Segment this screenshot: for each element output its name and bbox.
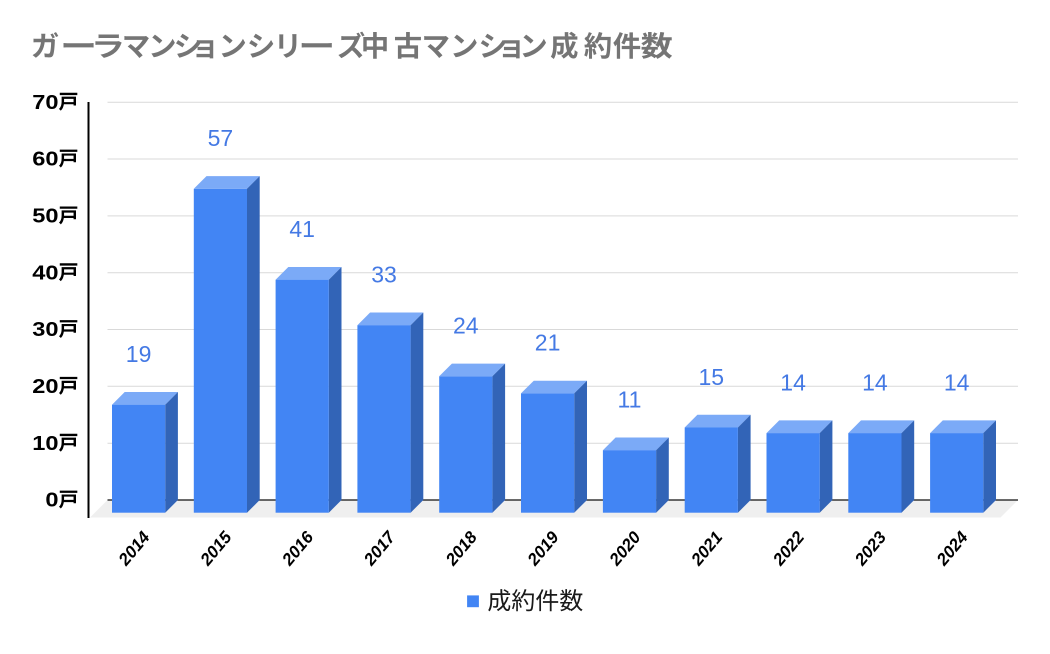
svg-text:21: 21 bbox=[535, 330, 561, 356]
svg-text:33: 33 bbox=[371, 262, 397, 288]
svg-text:0: 0 bbox=[45, 488, 58, 511]
svg-text:15: 15 bbox=[699, 364, 725, 390]
svg-text:14: 14 bbox=[944, 369, 970, 395]
svg-text:20: 20 bbox=[32, 375, 58, 398]
svg-text:70: 70 bbox=[32, 91, 58, 114]
svg-text:11: 11 bbox=[618, 387, 642, 413]
svg-text:19: 19 bbox=[126, 341, 152, 367]
svg-text:10: 10 bbox=[32, 432, 58, 455]
svg-text:24: 24 bbox=[453, 313, 479, 339]
svg-text:50: 50 bbox=[32, 204, 58, 227]
svg-text:41: 41 bbox=[289, 216, 315, 242]
svg-text:57: 57 bbox=[208, 125, 234, 151]
svg-text:40: 40 bbox=[32, 261, 58, 284]
svg-text:30: 30 bbox=[32, 318, 58, 341]
svg-text:14: 14 bbox=[780, 369, 806, 395]
svg-text:14: 14 bbox=[862, 369, 888, 395]
svg-text:60: 60 bbox=[32, 147, 58, 170]
